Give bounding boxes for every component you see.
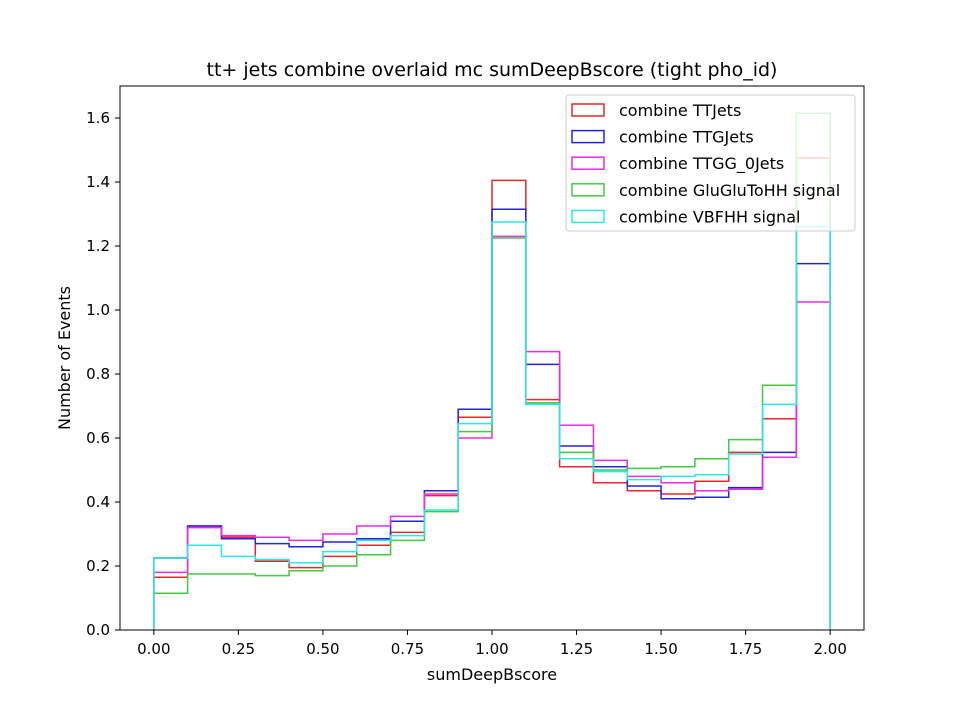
x-tick-label: 1.75 [729,640,762,658]
x-tick-label: 0.00 [137,640,170,658]
legend-swatch-4 [571,209,605,224]
x-tick-label: 1.00 [475,640,508,658]
x-tick-label: 0.75 [391,640,424,658]
y-tick-label: 0.0 [86,621,110,639]
y-tick-label: 0.2 [86,557,110,575]
legend-swatch-3 [571,183,605,197]
x-tick-label: 2.00 [813,640,846,658]
series-layer [153,112,831,630]
y-tick-label: 0.8 [86,365,110,383]
y-tick-label: 1.2 [86,237,110,255]
y-tick-label: 1.6 [86,109,110,127]
x-tick-label: 1.25 [560,640,593,658]
y-tick-label: 0.6 [86,429,110,447]
legend-box [565,94,856,232]
y-tick-label: 0.4 [86,493,110,511]
legend-swatch-2 [571,156,605,170]
legend-label-2: combine TTGG_0Jets [619,154,784,174]
legend-label-0: combine TTJets [619,101,741,120]
y-tick-label: 1.0 [86,301,110,319]
y-axis-label: Number of Events [55,286,74,430]
y-axis: 0.0 0.2 0.4 0.6 0.8 1.0 1.2 1.4 1.6 [86,109,120,639]
legend-swatch-0 [571,103,605,117]
legend-label-4: combine VBFHH signal [619,207,800,226]
legend: combine TTJets combine TTGJets combine TTG… [565,94,856,232]
x-tick-label: 0.50 [306,640,339,658]
x-tick-label: 0.25 [222,640,255,658]
chart-title: tt+ jets combine overlaid mc sumDeepBsco… [207,59,778,81]
x-axis: 0.00 0.25 0.50 0.75 1.00 1.25 1.50 1.75 2.00 [137,630,847,658]
x-tick-label: 1.50 [644,640,677,658]
legend-label-3: combine GluGluToHH signal [619,181,840,200]
series-line-4 [153,221,831,630]
y-tick-label: 1.4 [86,173,110,191]
legend-label-1: combine TTGJets [619,128,754,147]
x-axis-label: sumDeepBscore [427,665,557,684]
legend-swatch-1 [571,129,605,144]
